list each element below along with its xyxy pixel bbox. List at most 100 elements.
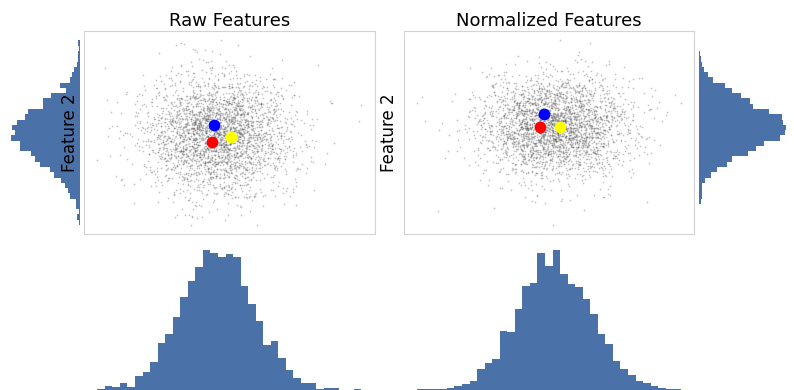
Point bbox=[548, 90, 561, 97]
Point bbox=[576, 165, 589, 172]
Point bbox=[558, 84, 571, 90]
Point bbox=[134, 126, 147, 133]
Point bbox=[560, 165, 572, 171]
Point bbox=[273, 153, 286, 159]
Point bbox=[153, 141, 166, 147]
Point bbox=[512, 138, 525, 144]
Point bbox=[202, 116, 214, 122]
Point bbox=[493, 134, 506, 140]
Point bbox=[305, 154, 318, 160]
Point bbox=[553, 147, 566, 154]
Point bbox=[227, 135, 240, 141]
Point bbox=[580, 87, 593, 93]
Point bbox=[534, 136, 547, 143]
Point bbox=[164, 154, 177, 160]
Point bbox=[604, 110, 617, 116]
Point bbox=[176, 149, 189, 155]
Point bbox=[236, 182, 249, 188]
Point bbox=[179, 128, 192, 134]
Point bbox=[198, 138, 211, 145]
Point bbox=[255, 118, 268, 124]
Point bbox=[527, 126, 540, 133]
Point bbox=[576, 136, 589, 143]
Point bbox=[550, 99, 563, 106]
Point bbox=[187, 152, 200, 158]
Point bbox=[515, 151, 527, 157]
Point bbox=[192, 142, 205, 148]
Point bbox=[202, 140, 215, 146]
Point bbox=[223, 141, 236, 147]
Point bbox=[572, 137, 585, 144]
Point bbox=[241, 181, 253, 187]
Point bbox=[207, 122, 220, 128]
Point bbox=[512, 143, 525, 149]
Point bbox=[547, 125, 560, 131]
Point bbox=[249, 193, 261, 199]
Point bbox=[246, 142, 259, 148]
Point bbox=[590, 135, 603, 141]
Point bbox=[530, 147, 542, 154]
Point bbox=[572, 119, 585, 126]
Point bbox=[199, 115, 212, 121]
Point bbox=[218, 126, 230, 132]
Point bbox=[219, 167, 232, 174]
Point bbox=[561, 80, 574, 87]
Point bbox=[212, 126, 225, 132]
Point bbox=[624, 121, 637, 127]
Point bbox=[596, 144, 609, 151]
Point bbox=[598, 131, 611, 137]
Point bbox=[592, 165, 605, 171]
Point bbox=[224, 167, 237, 173]
Point bbox=[234, 107, 247, 113]
Point bbox=[588, 125, 600, 131]
Point bbox=[550, 128, 563, 134]
Point bbox=[254, 138, 267, 144]
Point bbox=[105, 108, 118, 115]
Point bbox=[584, 126, 597, 132]
Point bbox=[241, 174, 254, 180]
Point bbox=[545, 142, 558, 149]
Point bbox=[572, 126, 585, 132]
Point bbox=[208, 124, 221, 131]
Point bbox=[210, 117, 222, 124]
Point bbox=[542, 128, 554, 134]
Point bbox=[588, 104, 600, 110]
Point bbox=[552, 131, 565, 138]
Point bbox=[241, 155, 254, 161]
Point bbox=[575, 106, 588, 112]
Point bbox=[515, 147, 528, 153]
Point bbox=[549, 171, 561, 177]
Point bbox=[191, 144, 203, 151]
Point bbox=[252, 100, 264, 106]
Point bbox=[521, 124, 534, 131]
Point bbox=[284, 138, 297, 144]
Point bbox=[576, 176, 588, 183]
Point bbox=[580, 133, 593, 140]
Point bbox=[442, 131, 455, 138]
Point bbox=[564, 166, 576, 172]
Point bbox=[542, 117, 554, 123]
Point bbox=[501, 145, 514, 152]
Point bbox=[256, 123, 268, 129]
Point bbox=[231, 138, 244, 144]
Point bbox=[240, 150, 252, 156]
Point bbox=[561, 118, 574, 124]
Point bbox=[550, 129, 563, 135]
Point bbox=[213, 120, 225, 126]
Point bbox=[520, 133, 533, 140]
Point bbox=[220, 98, 233, 104]
Point bbox=[214, 183, 226, 189]
Point bbox=[194, 103, 206, 110]
Point bbox=[576, 172, 589, 178]
Point bbox=[174, 185, 187, 191]
Point bbox=[516, 137, 529, 143]
Point bbox=[166, 166, 179, 172]
Point bbox=[554, 109, 567, 115]
Point bbox=[526, 169, 538, 175]
Point bbox=[209, 159, 222, 165]
Point bbox=[555, 122, 568, 128]
Point bbox=[253, 165, 266, 171]
Point bbox=[182, 127, 195, 133]
Point bbox=[557, 160, 570, 167]
Point bbox=[497, 140, 510, 147]
